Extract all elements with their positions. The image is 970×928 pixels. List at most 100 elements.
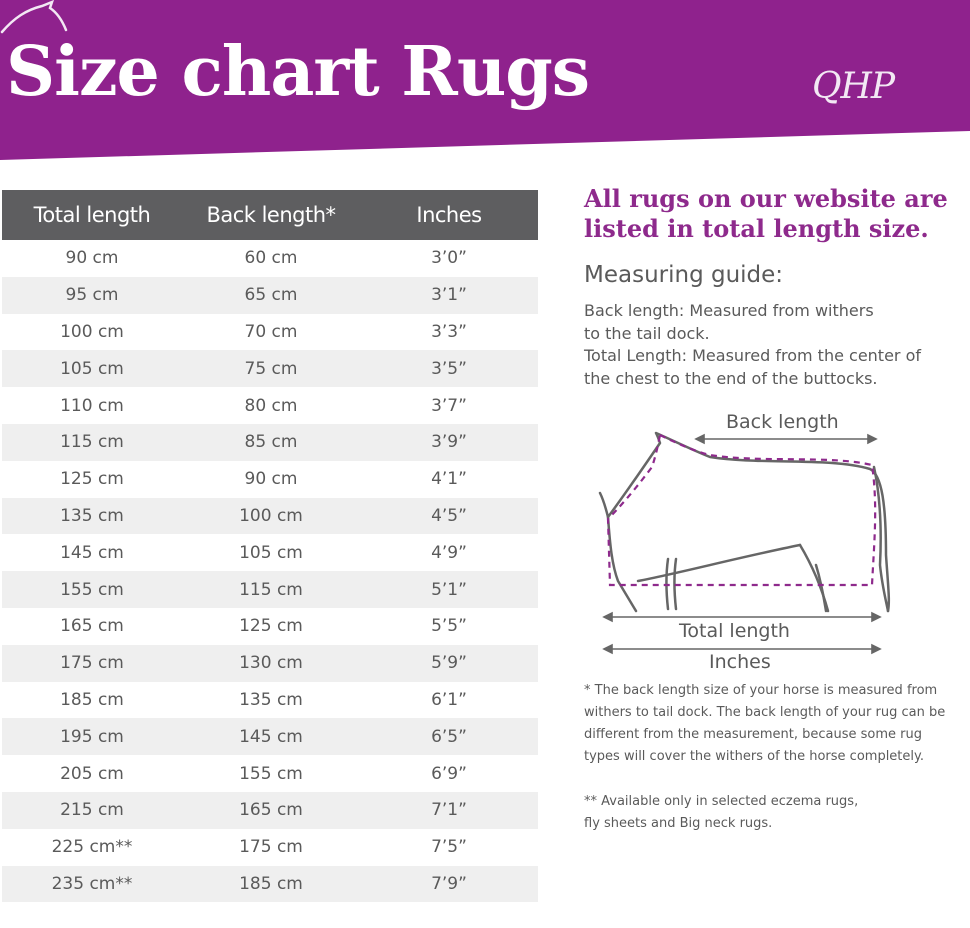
cell-back-length: 130 cm: [182, 644, 360, 682]
table-row: 105 cm 75 cm 3’5”: [2, 350, 538, 388]
table-row: 135 cm 100 cm 4’5”: [2, 497, 538, 535]
size-table-header: Total length Back length* Inches: [2, 190, 538, 240]
table-row: 175 cm 130 cm 5’9”: [2, 644, 538, 682]
cell-inches: 7’9”: [360, 865, 538, 903]
note-line: withers to tail dock. The back length of…: [584, 705, 946, 720]
cell-total-length: 235 cm**: [2, 865, 182, 903]
cell-inches: 3’1”: [360, 276, 538, 314]
note-line: ** Available only in selected eczema rug…: [584, 794, 859, 809]
note-line: * The back length size of your horse is …: [584, 683, 938, 698]
table-row: 155 cm 115 cm 5’1”: [2, 571, 538, 608]
cell-total-length: 145 cm: [60, 542, 124, 563]
cell-back-length: 155 cm: [239, 763, 303, 784]
table-row: 235 cm** 185 cm 7’9”: [2, 865, 538, 903]
cell-inches: 6’5”: [360, 718, 538, 756]
cell-total-length: 165 cm: [60, 616, 124, 637]
back-length-label: Back length: [726, 411, 839, 433]
horse-diagram: [598, 431, 891, 655]
table-row: 145 cm 105 cm 4’9”: [2, 534, 538, 571]
cell-inches: 6’9”: [431, 763, 467, 784]
headline-line: listed in total length size.: [584, 214, 929, 243]
table-row: 90 cm 60 cm 3’0”: [2, 240, 538, 277]
measuring-guide-text: Back length: Measured from withers to th…: [584, 300, 964, 390]
cell-inches: 7’5”: [431, 837, 467, 858]
info-headline: All rugs on our website are listed in to…: [584, 184, 948, 244]
header-inches: Inches: [360, 190, 538, 240]
cell-total-length: 105 cm: [2, 350, 182, 388]
banner-background: [0, 0, 970, 160]
cell-back-length: 90 cm: [244, 469, 298, 490]
guide-line: to the tail dock.: [584, 323, 710, 343]
header-back-length: Back length*: [182, 190, 360, 240]
cell-total-length: 205 cm: [60, 763, 124, 784]
cell-back-length: 135 cm: [239, 689, 303, 710]
table-row: 205 cm 155 cm 6’9”: [2, 755, 538, 792]
cell-total-length: 110 cm: [60, 395, 124, 416]
table-row: 100 cm 70 cm 3’3”: [2, 314, 538, 351]
table-row: 215 cm 165 cm 7’1”: [2, 791, 538, 829]
cell-back-length: 105 cm: [239, 542, 303, 563]
cell-total-length: 155 cm: [2, 571, 182, 608]
cell-inches: 4’9”: [431, 542, 467, 563]
table-row: 165 cm 125 cm 5’5”: [2, 608, 538, 645]
note-line: different from the measurement, because …: [584, 727, 923, 742]
cell-back-length: 125 cm: [239, 616, 303, 637]
cell-back-length: 65 cm: [182, 276, 360, 314]
cell-inches: 3’3”: [431, 321, 467, 342]
cell-inches: 7’1”: [360, 791, 538, 829]
table-row: 115 cm 85 cm 3’9”: [2, 423, 538, 461]
cell-inches: 3’9”: [360, 423, 538, 461]
header-banner: Size chart Rugs QHP: [0, 0, 970, 165]
cell-total-length: 195 cm: [2, 718, 182, 756]
cell-total-length: 135 cm: [2, 497, 182, 535]
note-line: types will cover the withers of the hors…: [584, 749, 924, 764]
cell-inches: 4’5”: [360, 497, 538, 535]
measuring-guide-title: Measuring guide:: [584, 262, 784, 288]
table-row: 110 cm 80 cm 3’7”: [2, 387, 538, 424]
total-length-label: Total length: [679, 620, 790, 642]
table-row: 185 cm 135 cm 6’1”: [2, 682, 538, 719]
cell-inches: 5’9”: [360, 644, 538, 682]
horse-head-logo-icon: [0, 0, 68, 34]
cell-inches: 6’1”: [431, 689, 467, 710]
cell-back-length: 165 cm: [182, 791, 360, 829]
cell-back-length: 80 cm: [244, 395, 298, 416]
cell-back-length: 60 cm: [244, 248, 298, 269]
cell-inches: 3’0”: [431, 248, 467, 269]
cell-inches: 5’5”: [431, 616, 467, 637]
size-table: Total length Back length* Inches 90 cm 60…: [2, 190, 538, 903]
cell-total-length: 185 cm: [60, 689, 124, 710]
cell-total-length: 215 cm: [2, 791, 182, 829]
footnote-back-length: * The back length size of your horse is …: [584, 680, 969, 768]
cell-back-length: 145 cm: [182, 718, 360, 756]
cell-back-length: 85 cm: [182, 423, 360, 461]
cell-inches: 3’7”: [431, 395, 467, 416]
guide-line: the chest to the end of the buttocks.: [584, 368, 878, 388]
note-line: fly sheets and Big neck rugs.: [584, 816, 773, 831]
cell-total-length: 125 cm: [60, 469, 124, 490]
cell-total-length: 175 cm: [2, 644, 182, 682]
cell-inches: 4’1”: [431, 469, 467, 490]
cell-back-length: 75 cm: [182, 350, 360, 388]
table-row: 125 cm 90 cm 4’1”: [2, 461, 538, 498]
cell-total-length: 225 cm**: [51, 837, 133, 858]
cell-back-length: 70 cm: [244, 321, 298, 342]
cell-inches: 5’1”: [360, 571, 538, 608]
guide-line: Total Length: Measured from the center o…: [584, 346, 922, 365]
cell-total-length: 100 cm: [60, 321, 124, 342]
cell-back-length: 175 cm: [239, 837, 303, 858]
page-title: Size chart Rugs: [6, 32, 590, 112]
rug-outline: [606, 434, 877, 587]
cell-back-length: 100 cm: [182, 497, 360, 535]
cell-total-length: 90 cm: [65, 248, 119, 269]
table-row: 225 cm** 175 cm 7’5”: [2, 829, 538, 866]
table-row: 95 cm 65 cm 3’1”: [2, 276, 538, 314]
size-table-body: 90 cm 60 cm 3’0” 95 cm 65 cm 3’1” 100 cm 70 cm 3…: [2, 240, 538, 903]
measure-arrows: [602, 433, 882, 655]
footnote-availability: ** Available only in selected eczema rug…: [584, 791, 969, 835]
table-row: 195 cm 145 cm 6’5”: [2, 718, 538, 756]
inches-label: Inches: [709, 651, 771, 673]
cell-inches: 3’5”: [360, 350, 538, 388]
cell-back-length: 115 cm: [182, 571, 360, 608]
header-total-length: Total length: [2, 190, 182, 240]
